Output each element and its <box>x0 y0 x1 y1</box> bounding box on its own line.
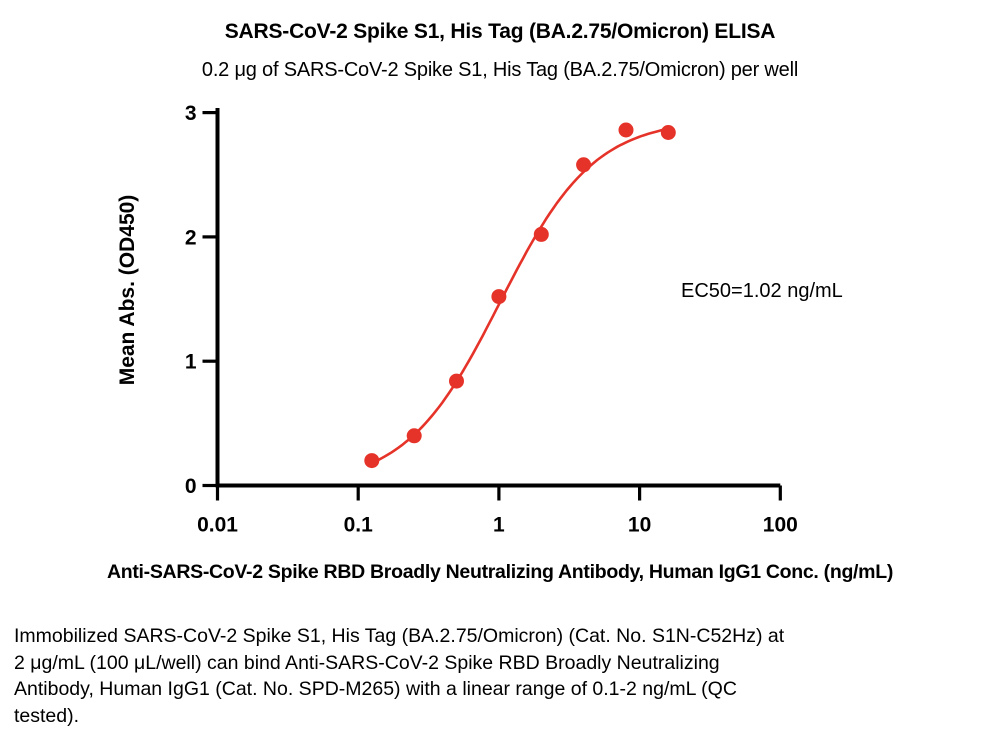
caption-line: Antibody, Human IgG1 (Cat. No. SPD-M265)… <box>14 678 737 701</box>
caption-line: Immobilized SARS-CoV-2 Spike S1, His Tag… <box>14 625 785 647</box>
data-point <box>364 453 380 469</box>
x-axis-label: Anti-SARS-CoV-2 Spike RBD Broadly Neutra… <box>106 561 894 583</box>
x-tick-label: 0.01 <box>197 514 238 537</box>
data-point <box>533 226 549 242</box>
plot-canvas: 0.01 0.1 1 10 100 0 1 2 3 <box>185 102 798 537</box>
y-axis-label: Mean Abs. (OD450) <box>116 194 139 386</box>
figure-caption: Immobilized SARS-CoV-2 Spike S1, His Tag… <box>14 623 974 729</box>
caption-line: tested). <box>14 704 80 727</box>
data-point <box>660 125 676 140</box>
y-tick-label: 2 <box>185 226 197 249</box>
data-point <box>618 122 634 138</box>
chart-title: SARS-CoV-2 Spike S1, His Tag (BA.2.75/Om… <box>224 20 776 43</box>
fit-curve <box>367 126 673 466</box>
data-point <box>576 157 592 173</box>
y-tick-label: 1 <box>185 351 197 374</box>
chart-subtitle: 0.2 μg of SARS-CoV-2 Spike S1, His Tag (… <box>201 59 799 81</box>
x-tick-label: 0.1 <box>344 514 374 537</box>
ec50-annotation: EC50=1.02 ng/mL <box>681 280 843 302</box>
data-point <box>491 289 507 305</box>
y-tick-label: 0 <box>185 475 197 498</box>
x-tick-label: 100 <box>763 514 798 537</box>
y-tick-label: 3 <box>185 102 197 125</box>
x-tick-label: 1 <box>493 514 505 537</box>
caption-line: 2 μg/mL (100 μL/well) can bind Anti-SARS… <box>14 651 720 674</box>
data-point <box>449 373 464 389</box>
data-point <box>406 428 422 444</box>
x-tick-label: 10 <box>628 514 651 537</box>
